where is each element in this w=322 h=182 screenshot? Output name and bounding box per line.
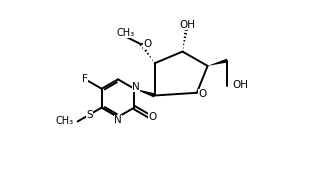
Polygon shape [134, 89, 156, 98]
Text: OH: OH [179, 20, 195, 30]
Text: F: F [82, 74, 88, 84]
Text: O: O [143, 39, 151, 49]
Text: CH₃: CH₃ [117, 28, 135, 38]
Text: O: O [148, 112, 156, 122]
Text: OH: OH [233, 80, 249, 90]
Text: S: S [86, 110, 93, 120]
Text: N: N [114, 115, 122, 125]
Text: O: O [198, 89, 206, 99]
Text: N: N [132, 82, 140, 92]
Polygon shape [208, 59, 228, 66]
Text: CH₃: CH₃ [56, 116, 74, 126]
